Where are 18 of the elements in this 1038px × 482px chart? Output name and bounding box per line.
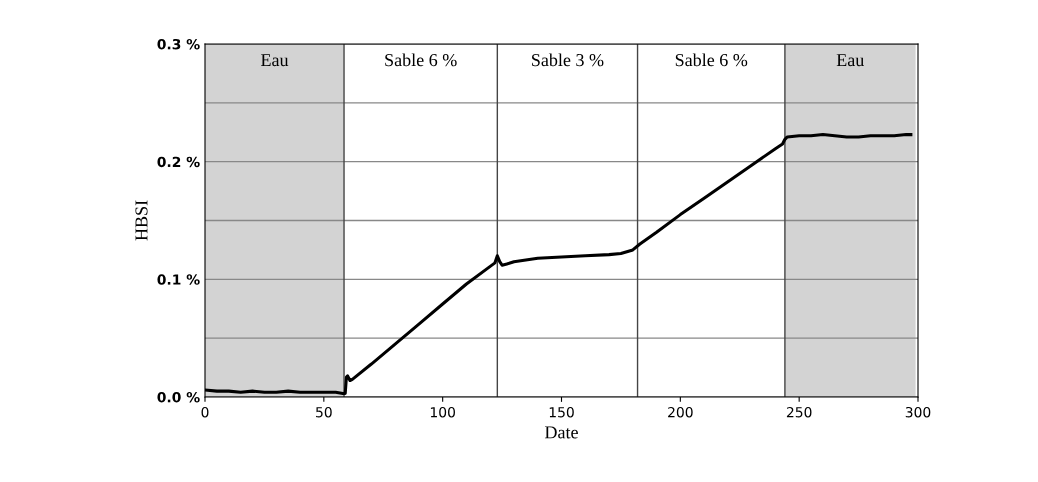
x-axis-title: Date (544, 426, 578, 439)
y-tick-label: 0.3 % (157, 38, 200, 50)
y-tick-label: 0.0 % (157, 391, 200, 403)
x-tick-label: 150 (549, 406, 574, 418)
x-tick-label: 50 (316, 406, 332, 418)
y-axis-title: HBSI (135, 200, 148, 241)
x-tick-label: 300 (905, 406, 931, 418)
x-tick-label: 100 (430, 406, 455, 418)
x-tick-label: 0 (201, 406, 209, 418)
ref-line-label: Sable 6 % (675, 53, 748, 67)
x-tick-label: 250 (786, 406, 812, 418)
y-tick-label: 0.2 % (157, 156, 200, 168)
ref-line-label: Sable 6 % (385, 53, 457, 67)
band-label: Eau (836, 54, 864, 67)
band-label: Eau (261, 54, 289, 67)
y-tick-label: 0.1 % (157, 274, 200, 285)
x-tick-label: 200 (668, 406, 693, 418)
ref-line-label: Sable 3 % (532, 53, 604, 67)
